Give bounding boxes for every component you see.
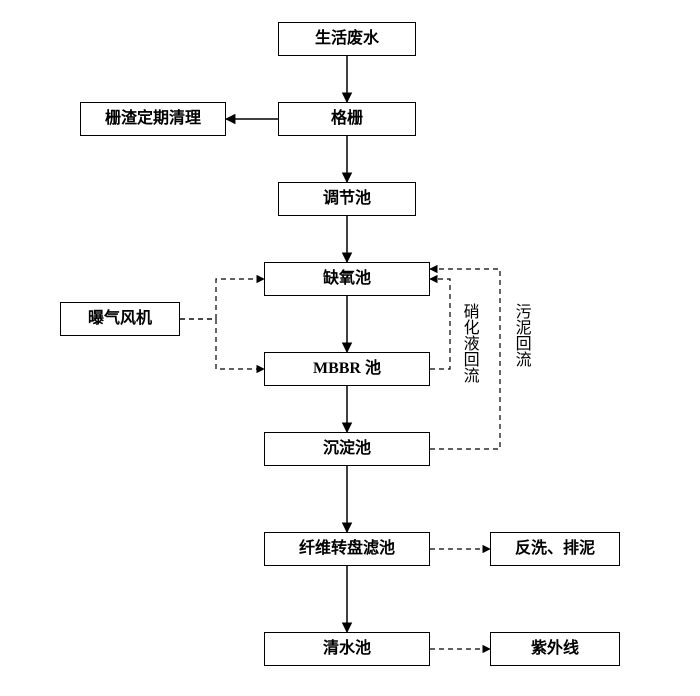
node-label: 栅渣定期清理 xyxy=(105,110,201,128)
node-label: 调节池 xyxy=(323,190,371,208)
node-label: 紫外线 xyxy=(531,640,579,658)
label-text: 污泥回流 xyxy=(513,303,530,367)
node-backwash: 反洗、排泥 xyxy=(490,532,620,566)
node-mbbr: MBBR 池 xyxy=(264,352,430,386)
node-equalization: 调节池 xyxy=(278,182,416,216)
node-label: 反洗、排泥 xyxy=(515,540,595,558)
flowchart-stage: 生活废水 格栅 栅渣定期清理 调节池 缺氧池 曝气风机 MBBR 池 沉淀池 纤… xyxy=(0,0,700,696)
node-clearwell: 清水池 xyxy=(264,632,430,666)
node-label: 纤维转盘滤池 xyxy=(299,540,395,558)
node-label: 曝气风机 xyxy=(88,310,152,328)
label-nitrate-recycle: 硝化液回流 xyxy=(458,303,480,383)
node-label: 沉淀池 xyxy=(323,440,371,458)
node-label: 清水池 xyxy=(323,640,371,658)
node-screen-clean: 栅渣定期清理 xyxy=(80,102,226,136)
node-wastewater: 生活废水 xyxy=(278,22,416,56)
node-label: 缺氧池 xyxy=(323,270,371,288)
label-text: 硝化液回流 xyxy=(461,303,478,383)
node-blower: 曝气风机 xyxy=(60,302,180,336)
node-label: MBBR 池 xyxy=(313,360,381,378)
label-sludge-recycle: 污泥回流 xyxy=(510,303,532,367)
node-uv: 紫外线 xyxy=(490,632,620,666)
node-anoxic: 缺氧池 xyxy=(264,262,430,296)
node-sediment: 沉淀池 xyxy=(264,432,430,466)
node-filter: 纤维转盘滤池 xyxy=(264,532,430,566)
node-label: 格栅 xyxy=(331,110,363,128)
node-label: 生活废水 xyxy=(315,30,379,48)
node-screen: 格栅 xyxy=(278,102,416,136)
